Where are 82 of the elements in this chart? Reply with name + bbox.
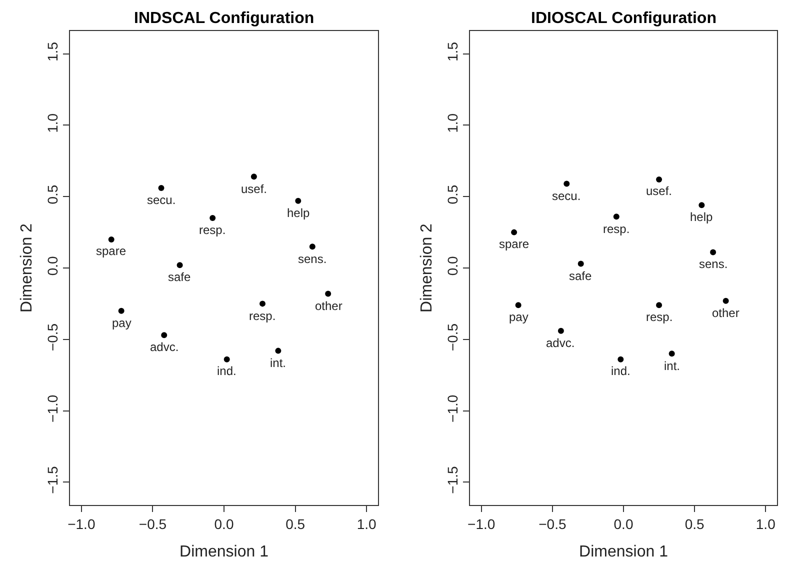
annotation: pay [509,310,528,324]
point [176,262,183,268]
y-tick-label: −1.0 [444,394,460,422]
point [295,198,302,204]
point [275,348,282,354]
point [158,185,164,192]
point [325,290,332,297]
y-tick-label: 1.5 [444,42,460,62]
x-tick-label: −0.5 [538,516,566,532]
annotation: resp. [249,309,276,323]
x-tick-label: 1.0 [756,516,776,532]
point [564,180,570,187]
annotation: safe [569,269,592,283]
annotation: other [315,299,342,313]
point [250,174,257,180]
x-tick-label: −1.0 [468,516,496,532]
x-tick-label: −1.0 [68,516,96,532]
annotation: ind. [217,364,236,378]
y-tick-label: −1.5 [44,466,60,494]
annotation: spare [96,244,126,258]
point [710,249,716,256]
annotation: sens. [699,257,728,271]
annotation: int. [664,359,680,373]
point [515,302,522,308]
x-axis-title: Dimension 1 [180,544,269,560]
point [722,298,729,304]
point [656,176,662,182]
annotation: advc. [546,336,575,350]
y-tick-label: −0.5 [44,323,60,352]
y-tick-label: 1.0 [44,113,60,133]
x-tick-label: 1.0 [356,516,377,532]
x-tick-label: 0.0 [614,516,634,532]
x-axis-title: Dimension 1 [579,544,668,560]
point [118,308,124,314]
point [309,244,316,250]
point [578,260,584,267]
annotation: secu. [147,193,176,207]
annotation: resp. [603,222,630,236]
y-tick-label: −1.5 [444,466,460,494]
x-tick-label: −0.5 [138,516,167,532]
y-axis-title: Dimension 2 [18,223,36,312]
y-tick-label: 0.0 [444,256,460,276]
annotation: other [712,306,740,320]
point [161,332,168,338]
annotation: advc. [150,340,179,354]
annotation: resp. [646,310,673,324]
annotation: int. [270,356,286,370]
point [668,350,675,357]
annotation: safe [168,270,192,284]
y-tick-label: −1.0 [44,394,60,422]
annotation: pay [112,316,132,330]
point [618,356,624,362]
y-tick-label: 0.5 [44,184,60,204]
point [698,202,705,208]
point [511,229,518,236]
annotation: ind. [611,364,630,378]
x-tick-label: 0.5 [684,516,704,532]
annotation: sens. [298,252,327,266]
annotation: resp. [199,223,226,237]
point [613,214,620,220]
y-axis-title: Dimension 2 [418,223,436,312]
y-tick-label: −0.5 [444,323,460,352]
annotation: spare [499,237,530,251]
point [224,356,230,362]
chart-title: IDIOSCAL Configuration [531,10,716,27]
chart-title: INDSCAL Configuration [134,10,314,27]
annotation: usef. [646,184,672,198]
annotation: secu. [552,189,581,203]
annotation: usef. [241,182,268,196]
x-tick-label: 0.5 [286,516,306,532]
y-tick-label: 1.5 [44,42,60,62]
y-tick-label: 1.0 [444,113,460,133]
annotation: help [287,206,310,220]
point [558,328,564,334]
point [108,236,114,242]
point [656,302,662,308]
point [260,300,266,307]
y-tick-label: 0.5 [444,184,460,204]
y-tick-label: 0.0 [44,256,60,276]
annotation: help [690,210,714,224]
point [210,215,216,222]
x-tick-label: 0.0 [214,516,234,532]
